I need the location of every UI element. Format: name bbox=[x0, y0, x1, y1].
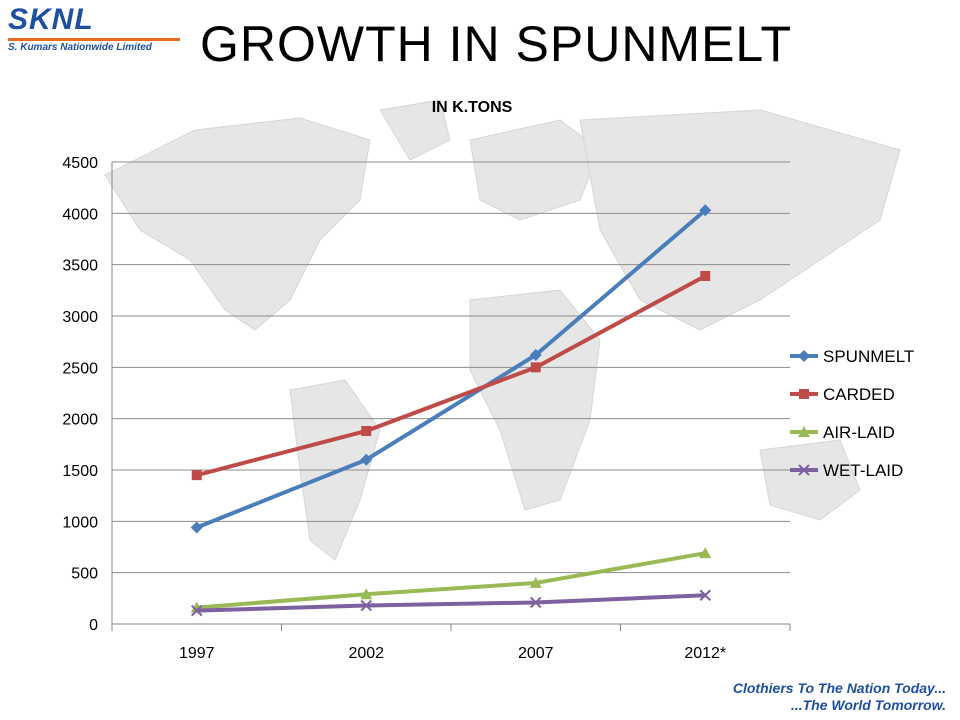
y-tick-label: 2500 bbox=[62, 360, 98, 377]
marker-triangle bbox=[360, 588, 373, 600]
marker-x bbox=[530, 596, 542, 609]
tagline-line-2: ...The World Tomorrow. bbox=[790, 697, 946, 713]
marker-diamond bbox=[699, 204, 712, 217]
map-greenland bbox=[379, 99, 451, 161]
chart-title: IN K.TONS bbox=[432, 99, 513, 116]
map-north-america bbox=[104, 117, 371, 331]
marker-x bbox=[798, 464, 810, 476]
y-tick-label: 2000 bbox=[62, 412, 98, 429]
y-tick-label: 4000 bbox=[62, 206, 98, 223]
logo-brand: SKNL bbox=[8, 3, 94, 36]
marker-x bbox=[191, 604, 203, 617]
marker-diamond bbox=[360, 453, 373, 466]
logo-company-name: S. Kumars Nationwide Limited bbox=[8, 42, 152, 53]
logo-rule bbox=[8, 38, 180, 41]
legend-item-carded: CARDED bbox=[790, 385, 895, 404]
legend-item-air-laid: AIR-LAID bbox=[790, 423, 895, 442]
marker-square bbox=[361, 425, 372, 436]
y-tick-label: 3000 bbox=[62, 309, 98, 326]
y-tick-label: 0 bbox=[89, 617, 98, 634]
marker-x bbox=[699, 589, 711, 601]
series-carded bbox=[191, 270, 711, 481]
marker-diamond bbox=[529, 349, 542, 362]
x-tick-label: 2007 bbox=[518, 645, 554, 662]
y-tick-label: 4500 bbox=[62, 155, 98, 172]
marker-triangle bbox=[529, 576, 542, 588]
x-tick-label: 2002 bbox=[348, 645, 384, 662]
y-tick-label: 3500 bbox=[62, 258, 98, 275]
marker-square bbox=[700, 270, 711, 281]
y-tick-label: 1500 bbox=[62, 463, 98, 480]
legend-label: SPUNMELT bbox=[823, 347, 914, 366]
y-tick-label: 500 bbox=[71, 566, 98, 583]
y-tick-label: 1000 bbox=[62, 514, 98, 531]
legend-label: WET-LAID bbox=[823, 461, 903, 480]
marker-diamond bbox=[190, 521, 203, 534]
legend-item-wet-laid: WET-LAID bbox=[790, 461, 903, 480]
slide-title: GROWTH IN SPUNMELT bbox=[200, 16, 793, 72]
marker-triangle bbox=[699, 547, 712, 559]
marker-triangle bbox=[798, 426, 810, 437]
legend: SPUNMELT CARDED AIR-LAID WET-LAID bbox=[790, 347, 914, 480]
marker-diamond bbox=[798, 350, 810, 362]
series-line bbox=[196, 208, 707, 530]
map-europe bbox=[469, 119, 601, 221]
tagline-line-1: Clothiers To The Nation Today... bbox=[732, 680, 946, 696]
x-tick-label: 2012* bbox=[684, 645, 726, 662]
legend-label: CARDED bbox=[823, 385, 895, 404]
tagline: Clothiers To The Nation Today... ...The … bbox=[733, 680, 946, 714]
marker-square bbox=[530, 362, 541, 373]
series-line bbox=[196, 274, 707, 478]
axes: 0 500 1000 1500 2000 2500 3000 3500 4000 4500 1997… bbox=[62, 155, 791, 662]
gridlines bbox=[112, 161, 790, 625]
series-line bbox=[196, 593, 706, 613]
series-wet-laid bbox=[191, 589, 711, 617]
company-logo: SKNL S. Kumars Nationwide Limited bbox=[8, 4, 186, 56]
legend-label: AIR-LAID bbox=[823, 423, 895, 442]
marker-x bbox=[360, 599, 372, 612]
marker-square bbox=[191, 470, 202, 481]
series-line bbox=[196, 551, 706, 610]
series-spunmelt bbox=[190, 204, 712, 534]
series bbox=[190, 204, 712, 617]
map-australia bbox=[759, 439, 861, 521]
marker-square bbox=[799, 389, 809, 399]
legend-item-spunmelt: SPUNMELT bbox=[790, 347, 914, 366]
x-tick-label: 1997 bbox=[179, 645, 215, 662]
